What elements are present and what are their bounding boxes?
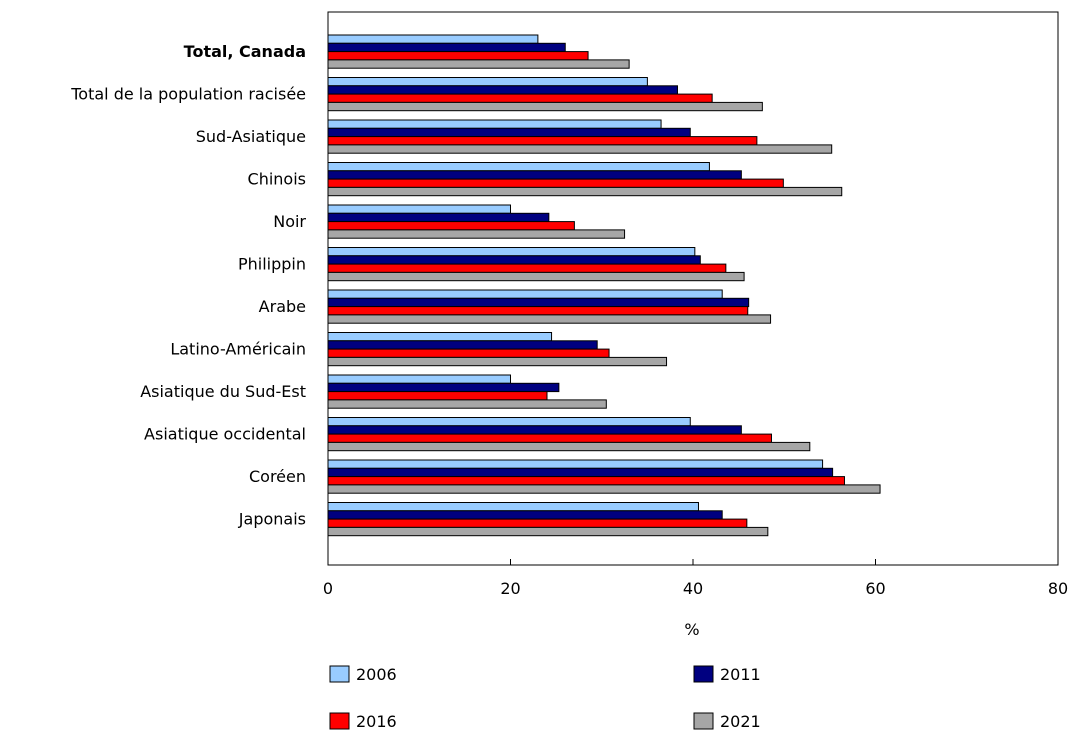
category-label: Sud-Asiatique <box>196 127 306 146</box>
bar-2021-7 <box>327 356 668 367</box>
legend-swatch-2011 <box>693 665 714 683</box>
bar-2011-4 <box>327 212 550 223</box>
category-label: Arabe <box>259 297 306 316</box>
bar-2016-7 <box>327 348 610 358</box>
bar-2021-9 <box>327 441 811 452</box>
x-tick-label: 80 <box>1048 579 1068 598</box>
x-tick-label: 40 <box>683 579 703 598</box>
bar-2006-4 <box>327 204 511 214</box>
bar-2021-4 <box>327 229 626 239</box>
bar-2021-5 <box>327 271 745 282</box>
x-axis: 0 20 40 60 80 <box>323 559 1068 598</box>
legend-label: 2006 <box>356 665 397 684</box>
legend: 2006 2011 2016 2021 <box>329 665 761 731</box>
legend-swatch-2021 <box>693 712 714 730</box>
legend-label: 2016 <box>356 712 397 731</box>
category-label: Japonais <box>238 510 306 529</box>
bar-2021-10 <box>327 484 881 494</box>
bar-2011-9 <box>327 425 742 435</box>
bar-2016-2 <box>327 136 758 146</box>
category-label: Coréen <box>249 467 306 486</box>
bars-layer <box>327 34 881 537</box>
category-label: Total de la population racisée <box>70 85 306 104</box>
legend-label: 2021 <box>720 712 761 731</box>
bar-2006-10 <box>327 459 824 469</box>
bar-2016-4 <box>327 221 575 231</box>
bar-2016-9 <box>327 433 772 443</box>
category-label: Asiatique occidental <box>144 425 306 444</box>
bar-2021-6 <box>327 314 772 324</box>
category-label: Chinois <box>248 170 306 189</box>
bar-2016-5 <box>327 263 727 273</box>
bar-2011-2 <box>327 127 691 138</box>
bar-2011-5 <box>327 255 701 265</box>
bar-2011-0 <box>327 42 566 53</box>
bar-2011-3 <box>327 170 742 180</box>
bar-2016-11 <box>327 518 748 528</box>
category-label: Total, Canada <box>184 42 306 61</box>
bar-2016-6 <box>327 306 749 316</box>
bar-2006-9 <box>327 417 691 427</box>
bar-2006-2 <box>327 119 662 129</box>
bar-2021-11 <box>327 526 769 537</box>
x-tick-label: 60 <box>865 579 885 598</box>
bar-2006-8 <box>327 374 511 384</box>
bar-2006-3 <box>327 162 710 172</box>
bar-2006-6 <box>327 289 723 299</box>
bar-2016-1 <box>327 93 713 103</box>
category-label: Philippin <box>238 255 306 274</box>
category-label: Noir <box>273 212 306 231</box>
bar-2011-7 <box>327 340 598 350</box>
bar-2006-5 <box>327 247 696 257</box>
bar-2011-1 <box>327 85 678 95</box>
category-label: Latino-Américain <box>170 340 306 359</box>
bar-2021-8 <box>327 399 607 409</box>
legend-label: 2011 <box>720 665 761 684</box>
bar-2021-3 <box>327 186 843 197</box>
bar-2021-1 <box>327 101 763 112</box>
bar-2006-0 <box>327 34 539 44</box>
category-label: Asiatique du Sud-Est <box>140 382 306 401</box>
bar-2016-0 <box>327 51 589 61</box>
x-axis-title: % <box>684 620 699 639</box>
bar-2011-6 <box>327 297 750 308</box>
legend-swatch-2006 <box>329 665 350 683</box>
bar-2016-8 <box>327 391 548 401</box>
x-tick-label: 20 <box>500 579 520 598</box>
x-tick-label: 0 <box>323 579 333 598</box>
category-labels: Total, Canada Total de la population raci… <box>70 42 306 528</box>
bar-2016-3 <box>327 178 784 188</box>
bar-2011-11 <box>327 510 723 520</box>
bar-2021-0 <box>327 59 630 69</box>
bar-2011-10 <box>327 467 834 478</box>
bar-2021-2 <box>327 144 833 154</box>
bar-2006-7 <box>327 332 553 342</box>
bar-2006-1 <box>327 77 648 87</box>
legend-swatch-2016 <box>329 712 350 730</box>
bar-2006-11 <box>327 502 699 512</box>
bar-2011-8 <box>327 382 560 393</box>
bar-2016-10 <box>327 476 845 486</box>
